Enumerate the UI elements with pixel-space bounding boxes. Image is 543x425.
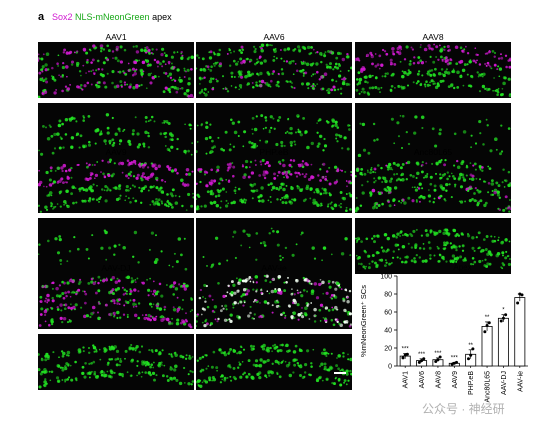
data-point — [499, 319, 503, 323]
bar-aav-dj — [497, 317, 509, 367]
panel-a-letter: a — [38, 11, 45, 23]
micrograph-label: AAV8 — [422, 32, 444, 42]
legend-sox2: Sox2 — [52, 12, 73, 22]
significance-label: *** — [402, 346, 410, 352]
micrograph-label: AAV-ie — [261, 263, 287, 273]
micrograph-label: AAV6 — [263, 32, 285, 42]
y-tick-label: 0 — [388, 364, 392, 371]
significance-label: *** — [451, 355, 459, 361]
data-point — [487, 321, 491, 325]
x-tick-label: PHP.eB — [468, 371, 475, 395]
micrograph-label: AAV9 — [105, 147, 127, 157]
data-point — [469, 353, 473, 357]
x-tick-label: AAV1 — [403, 371, 410, 388]
data-point — [405, 352, 409, 356]
data-point — [485, 324, 489, 327]
micrograph-label: PHP.eB — [259, 147, 289, 157]
significance-label: ** — [485, 315, 490, 321]
micrograph-green-channel — [355, 103, 511, 159]
data-point — [455, 360, 459, 364]
micrograph-green-channel — [355, 218, 511, 274]
x-tick-label: AAV-DJ — [501, 371, 508, 395]
micrograph-merged — [355, 157, 511, 213]
legend-region: apex — [152, 12, 172, 22]
micrograph-green-channel — [196, 218, 352, 274]
data-point — [434, 360, 438, 363]
data-point — [417, 360, 421, 364]
y-axis-label: %mNeonGreen⁺ SCs — [359, 285, 368, 357]
micrograph-label: Anc80L65 — [413, 147, 453, 157]
data-point — [483, 330, 487, 334]
y-tick-label: 20 — [384, 346, 392, 353]
data-point — [504, 313, 508, 317]
significance-label: ** — [468, 343, 473, 349]
channel-legend: Sox2 NLS-mNeonGreen apex — [52, 12, 172, 22]
data-point — [420, 359, 424, 363]
significance-label: *** — [434, 351, 442, 357]
significance-label: *** — [418, 352, 426, 358]
significance-label: * — [502, 308, 505, 314]
data-point — [438, 355, 442, 359]
x-tick-label: AAV-ie — [517, 371, 524, 392]
micrograph-green-channel — [196, 103, 352, 159]
micrograph-green-channel — [196, 334, 352, 390]
scale-bar — [334, 372, 346, 374]
micrograph-merged — [355, 42, 511, 98]
data-point — [401, 356, 405, 360]
panel-b-letter: b — [356, 262, 363, 274]
micrograph-merged — [196, 42, 352, 98]
x-tick-label: AAV8 — [435, 371, 442, 388]
watermark: 公众号 · 神经研 — [422, 402, 505, 416]
micrograph-merged — [38, 42, 194, 98]
legend-nls-mneongreen: NLS-mNeonGreen — [75, 12, 150, 22]
x-tick-label: AAV9 — [452, 371, 459, 388]
x-tick-label: Anc80L65 — [485, 371, 492, 403]
micrograph-label: AAV1 — [105, 32, 127, 42]
micrograph-merged — [196, 273, 352, 329]
micrograph-merged — [38, 273, 194, 329]
micrograph-green-channel — [38, 103, 194, 159]
x-tick-label: AAV6 — [419, 371, 426, 388]
data-point — [436, 358, 440, 362]
micrograph-label: AAV-DJ — [101, 263, 131, 273]
y-tick-label: 60 — [384, 310, 392, 317]
y-tick-label: 80 — [384, 292, 392, 299]
bar-aav-ie — [514, 297, 526, 367]
micrograph-green-channel — [38, 218, 194, 274]
micrograph-merged — [38, 157, 194, 213]
data-point — [520, 293, 524, 297]
micrograph-green-channel — [38, 334, 194, 390]
data-point — [516, 301, 520, 305]
micrograph-merged — [196, 157, 352, 213]
data-point — [501, 316, 505, 320]
y-tick-label: 100 — [380, 274, 392, 281]
chart-title: Apex — [453, 263, 471, 272]
data-point — [471, 347, 475, 351]
data-point — [466, 357, 470, 361]
y-tick-label: 40 — [384, 328, 392, 335]
data-point — [422, 357, 426, 361]
